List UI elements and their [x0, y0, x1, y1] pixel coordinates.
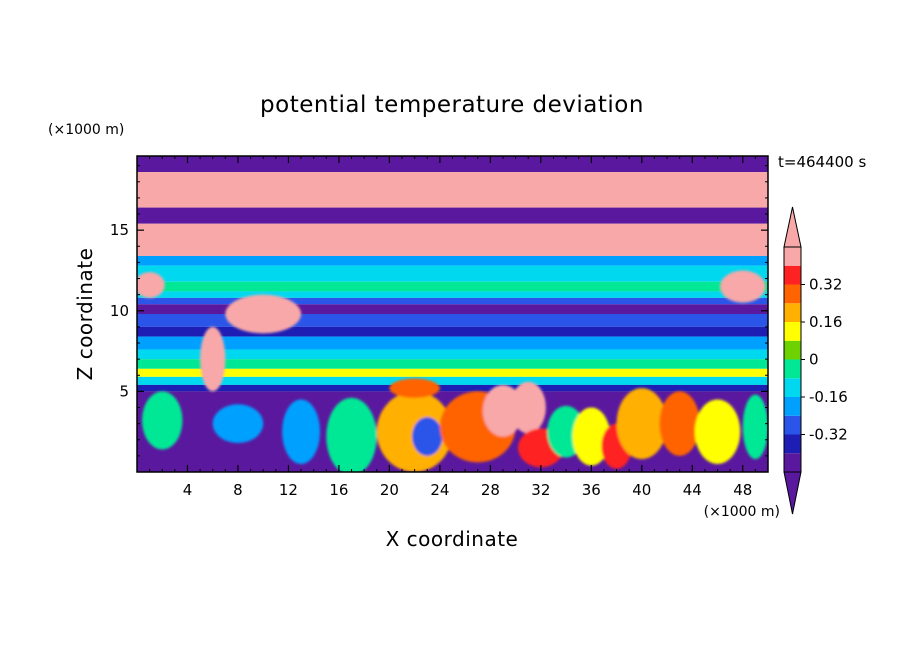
field-feature [212, 404, 264, 443]
x-tick-label: 40 [632, 481, 651, 499]
field-band [137, 156, 768, 173]
field-band [137, 368, 768, 377]
x-tick-label: 8 [233, 481, 243, 499]
colorbar-swatch [784, 303, 801, 322]
colorbar-swatch [784, 415, 801, 435]
colorbar-swatch [784, 397, 801, 416]
colorbar-tick-label: 0 [809, 351, 819, 369]
y-axis-unit: (×1000 m) [48, 122, 124, 138]
colorbar-tick-label: 0.32 [809, 276, 842, 294]
colorbar-swatch [784, 434, 801, 454]
field-feature [659, 391, 700, 456]
x-tick-label: 32 [531, 481, 550, 499]
field-feature [225, 294, 302, 334]
x-tick-label: 36 [582, 481, 601, 499]
field-feature [616, 388, 668, 460]
colorbar-swatch [784, 378, 801, 397]
field-features [137, 270, 768, 472]
field-feature [412, 417, 443, 456]
colorbar-swatch [784, 340, 801, 360]
colorbar-swatch [784, 284, 801, 304]
y-axis-label: Z coordinate [73, 248, 97, 381]
colorbar-swatch [784, 265, 801, 285]
colorbar: 0.32 0.16 0 -0.16 -0.32 [783, 206, 848, 515]
field-feature [572, 407, 611, 466]
field-feature [694, 399, 741, 464]
y-axis-ticks: 5 10 15 [110, 165, 768, 457]
colorbar-under-triangle [783, 471, 802, 515]
x-axis-unit: (×1000 m) [704, 504, 780, 520]
field-band [137, 349, 768, 360]
field-band [137, 304, 768, 314]
field-band [137, 376, 768, 385]
field-band [137, 207, 768, 224]
field-feature [326, 397, 377, 472]
field-feature [137, 272, 165, 298]
field-band [137, 384, 768, 392]
colorbar-tick-label: -0.32 [809, 426, 848, 444]
colorbar-tick-label: -0.16 [809, 388, 848, 406]
field-feature [510, 381, 546, 434]
colorbar-tick-label: 0.16 [809, 313, 842, 331]
field-feature [389, 378, 440, 398]
colorbar-swatch [784, 322, 801, 341]
field-feature [742, 394, 768, 460]
chart-title: potential temperature deviation [260, 92, 644, 118]
x-axis-ticks: 4 8 12 16 20 24 28 32 36 40 44 48 [149, 156, 756, 499]
x-tick-label: 16 [329, 481, 348, 499]
field-band [137, 281, 768, 292]
y-tick-label: 5 [119, 382, 129, 400]
field-band [137, 291, 768, 298]
field-band [137, 223, 768, 256]
colorbar-swatch [784, 359, 801, 379]
x-tick-label: 4 [183, 481, 193, 499]
field-feature [142, 391, 183, 450]
y-tick-label: 15 [110, 221, 129, 239]
field-band [137, 265, 768, 282]
field-feature [282, 399, 320, 464]
time-label: t=464400 s [778, 153, 866, 171]
field-band [137, 172, 768, 208]
field-feature [720, 270, 766, 303]
field-band [137, 297, 768, 305]
x-tick-label: 12 [279, 481, 298, 499]
x-tick-label: 28 [481, 481, 500, 499]
field-band [137, 336, 768, 350]
colorbar-swatch [784, 453, 801, 472]
colorbar-over-triangle [783, 206, 802, 248]
field-feature [200, 326, 226, 392]
field-band [137, 255, 768, 266]
x-axis-label: X coordinate [386, 527, 519, 551]
field-band [137, 326, 768, 337]
x-tick-label: 44 [683, 481, 702, 499]
x-tick-label: 24 [430, 481, 449, 499]
colorbar-swatch [784, 247, 801, 266]
field-band [137, 359, 768, 369]
x-tick-label: 20 [380, 481, 399, 499]
x-tick-label: 48 [733, 481, 752, 499]
plot-area [137, 156, 768, 472]
y-tick-label: 10 [110, 302, 129, 320]
